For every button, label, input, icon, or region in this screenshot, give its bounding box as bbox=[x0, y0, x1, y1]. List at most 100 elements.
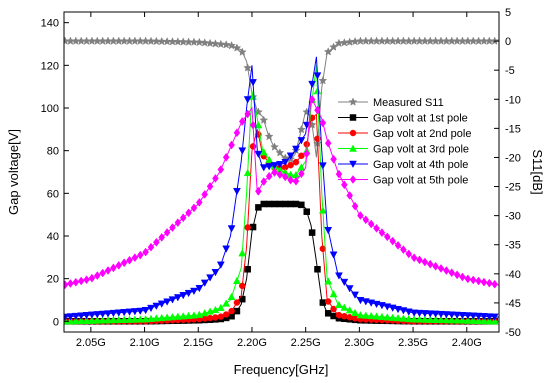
series-point bbox=[335, 311, 343, 319]
y-right-tick-label: -15 bbox=[505, 123, 521, 135]
series-point bbox=[308, 229, 316, 236]
series-point bbox=[147, 242, 155, 252]
series-point bbox=[270, 142, 279, 151]
legend-marker bbox=[348, 97, 358, 106]
series-point bbox=[490, 317, 499, 325]
series-point bbox=[83, 275, 90, 285]
series-point bbox=[399, 314, 408, 322]
x-axis: 2.05G 2.10G 2.15G 2.20G 2.25G 2.30G 2.35G 2.40G bbox=[76, 12, 482, 349]
series-point bbox=[254, 150, 263, 159]
series-point bbox=[233, 128, 241, 138]
y-left-tick-label: 20 bbox=[47, 274, 59, 286]
series-point bbox=[211, 269, 220, 277]
series-point bbox=[126, 255, 133, 265]
series-point bbox=[335, 300, 343, 309]
series-6 bbox=[64, 95, 499, 290]
series-point bbox=[255, 186, 262, 196]
series-point bbox=[339, 38, 349, 47]
series-point bbox=[373, 223, 380, 233]
series-point bbox=[249, 120, 257, 130]
series-point bbox=[491, 279, 499, 289]
series-point bbox=[361, 311, 370, 319]
series-point bbox=[222, 299, 231, 307]
y-axis-right: 5 0 -5 -10 -15 -20 -25 -30 -35 -40 -45 -50 bbox=[494, 7, 521, 339]
series-point bbox=[212, 173, 219, 183]
series-point bbox=[168, 296, 177, 304]
series-point bbox=[329, 289, 338, 298]
series-point bbox=[351, 201, 359, 211]
series-point bbox=[410, 253, 418, 263]
series-point bbox=[329, 42, 339, 51]
series-point bbox=[330, 154, 337, 164]
series-point bbox=[237, 47, 247, 56]
series-point bbox=[265, 171, 273, 181]
series-point bbox=[88, 273, 96, 283]
series-point bbox=[474, 316, 483, 325]
series-point bbox=[275, 161, 284, 169]
series-point bbox=[152, 314, 161, 322]
series-point bbox=[324, 226, 333, 235]
series-point bbox=[141, 315, 150, 323]
series-point bbox=[459, 272, 466, 282]
legend-item: Gap volt at 1st pole bbox=[338, 113, 468, 125]
y-axis-left-label: Gap voltage[V] bbox=[6, 129, 21, 215]
series-point bbox=[341, 180, 348, 190]
series-point bbox=[442, 311, 451, 319]
series-point bbox=[131, 253, 139, 263]
series-point bbox=[249, 143, 257, 150]
series-point bbox=[464, 274, 472, 284]
y-left-tick-label: 120 bbox=[41, 60, 59, 72]
series-point bbox=[130, 308, 139, 316]
series-point bbox=[130, 315, 139, 323]
series-point bbox=[206, 274, 214, 282]
legend-item: Gap volt at 2nd pole bbox=[338, 128, 471, 140]
series-point bbox=[426, 315, 435, 323]
series-point bbox=[329, 251, 338, 259]
legend-item: Gap volt at 4th pole bbox=[338, 159, 468, 171]
series-point bbox=[67, 279, 74, 288]
series-point bbox=[238, 249, 247, 257]
series-point bbox=[475, 276, 482, 286]
series-point bbox=[82, 316, 91, 324]
series-point bbox=[351, 291, 359, 299]
series-point bbox=[469, 316, 478, 324]
series-point bbox=[259, 115, 269, 124]
legend-marker bbox=[349, 160, 357, 169]
series-point bbox=[404, 314, 413, 323]
series-point bbox=[426, 259, 434, 269]
series-point bbox=[238, 147, 247, 155]
series-point bbox=[469, 312, 478, 320]
series-point bbox=[314, 105, 321, 115]
series-point bbox=[340, 303, 349, 311]
plot-frame bbox=[63, 11, 500, 333]
series-point bbox=[88, 316, 96, 324]
series-point bbox=[458, 312, 467, 320]
series-point bbox=[292, 158, 300, 166]
series-point bbox=[367, 219, 375, 229]
series-point bbox=[120, 309, 129, 317]
series-point bbox=[82, 312, 91, 320]
series-point bbox=[345, 37, 355, 46]
series-point bbox=[453, 316, 462, 324]
x-tick-label: 2.15G bbox=[183, 337, 213, 349]
series-point bbox=[415, 315, 424, 323]
series-point bbox=[136, 307, 145, 316]
series-point bbox=[292, 200, 300, 208]
series-point bbox=[249, 79, 257, 87]
series-point bbox=[282, 200, 289, 208]
series-point bbox=[394, 240, 402, 250]
legend-label: Measured S11 bbox=[373, 97, 444, 109]
series-point bbox=[265, 200, 273, 208]
series-point bbox=[222, 245, 231, 253]
series-point bbox=[157, 313, 166, 322]
series-point bbox=[260, 177, 268, 187]
y-right-tick-label: 0 bbox=[505, 36, 511, 48]
y-right-tick-label: -50 bbox=[505, 327, 521, 339]
y-right-tick-label: -5 bbox=[505, 65, 515, 77]
series-point bbox=[216, 261, 225, 269]
series-point bbox=[388, 304, 397, 312]
series-point bbox=[330, 312, 337, 320]
series-point bbox=[458, 316, 467, 324]
series-point bbox=[179, 312, 188, 320]
